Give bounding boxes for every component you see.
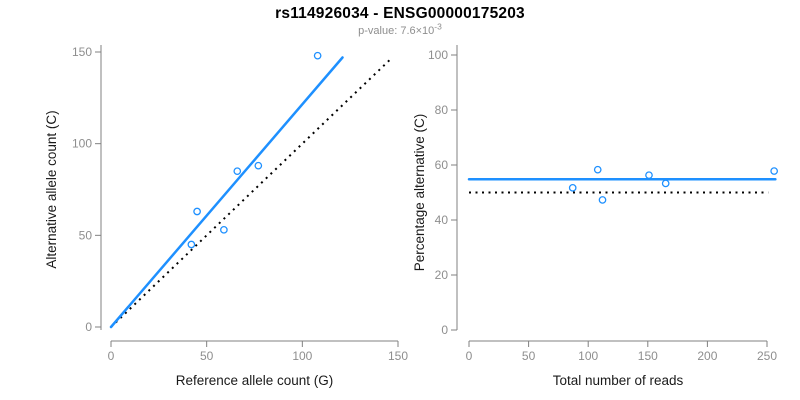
pvalue-label: p-value: — [358, 25, 401, 37]
right-data-point — [770, 167, 779, 175]
left-data-point — [187, 240, 196, 249]
plot-subtitle: p-value: 7.6×10-3 — [0, 22, 800, 37]
left-y-tick-label: 100 — [72, 137, 92, 151]
right-x-tick-label: 100 — [578, 349, 598, 363]
left-reference-dotted-line — [110, 58, 392, 328]
right-scatter-panel: 0 20 40 60 80 100 0 50 100 150 200 250 Total number … — [412, 45, 779, 388]
left-y-axis-title: Alternative allele count (C) — [44, 110, 59, 268]
right-x-tick-label: 50 — [522, 349, 536, 363]
left-x-tick-label: 0 — [108, 349, 115, 363]
left-y-tick-label: 0 — [85, 320, 92, 334]
right-y-tick-label: 0 — [441, 323, 448, 337]
left-data-point — [313, 51, 322, 60]
right-x-tick-label: 200 — [697, 349, 717, 363]
left-y-tick-label: 50 — [79, 228, 93, 242]
right-x-tick-label: 150 — [638, 349, 658, 363]
left-x-tick-label: 150 — [388, 349, 408, 363]
right-data-point — [661, 179, 670, 188]
plot-title: rs114926034 - ENSG00000175203 — [275, 5, 525, 22]
left-y-tick-label: 150 — [72, 45, 92, 59]
right-y-axis-title: Percentage alternative (C) — [412, 114, 427, 272]
right-data-point — [598, 196, 607, 204]
left-x-axis-title: Reference allele count (G) — [176, 373, 334, 388]
left-data-point — [233, 167, 242, 176]
right-y-tick-label: 80 — [435, 103, 449, 117]
right-x-tick-label: 0 — [466, 349, 473, 363]
right-data-point — [593, 165, 602, 174]
right-data-point — [568, 183, 577, 192]
right-data-point — [645, 171, 653, 180]
right-x-tick-label: 250 — [757, 349, 777, 363]
right-y-tick-label: 40 — [435, 213, 449, 227]
left-data-point — [254, 161, 263, 170]
right-x-axis-title: Total number of reads — [553, 373, 684, 388]
right-y-tick-label: 60 — [435, 158, 449, 172]
right-y-tick-label: 20 — [435, 268, 449, 282]
left-data-point — [193, 207, 201, 216]
left-data-point — [220, 225, 228, 234]
right-y-tick-label: 100 — [428, 48, 448, 62]
left-fit-line — [109, 56, 344, 329]
pvalue-base: 7.6×10 — [400, 25, 435, 37]
left-scatter-panel: 0 50 100 150 0 50 100 150 Reference allele count… — [44, 45, 408, 388]
left-x-tick-label: 50 — [200, 349, 214, 363]
pvalue-exponent: -3 — [434, 21, 442, 32]
left-x-tick-label: 100 — [292, 349, 312, 363]
